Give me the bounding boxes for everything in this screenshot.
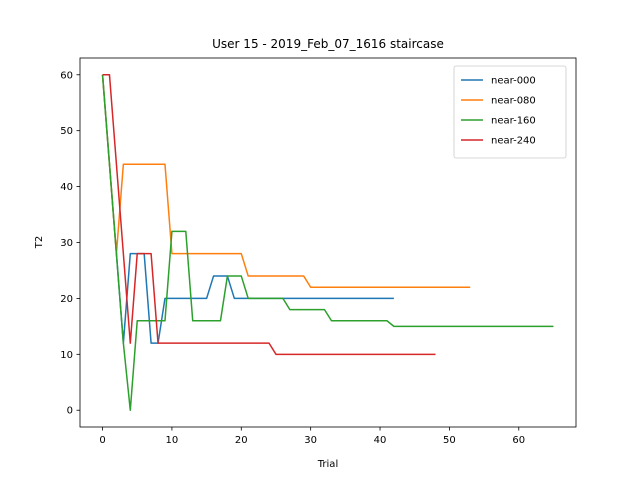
- x-axis: 0 10 20 30 40 50 60: [99, 427, 525, 446]
- chart-title: User 15 - 2019_Feb_07_1616 staircase: [212, 37, 444, 51]
- legend: near-000 near-080 near-160 near-240: [453, 65, 567, 159]
- x-tick-label: 50: [443, 435, 456, 446]
- legend-label: near-080: [491, 96, 536, 107]
- series-line-near-160: [101, 74, 554, 411]
- legend-label: near-240: [491, 136, 536, 147]
- legend-label: near-160: [491, 116, 536, 127]
- y-tick-label: 30: [60, 238, 73, 249]
- x-tick-label: 30: [304, 435, 317, 446]
- y-tick-label: 50: [60, 126, 73, 137]
- series-line-near-240: [102, 74, 436, 356]
- y-tick-label: 10: [60, 350, 73, 361]
- x-tick-label: 20: [235, 435, 248, 446]
- x-tick-label: 0: [99, 435, 105, 446]
- y-axis-label: T2: [34, 236, 45, 249]
- legend-label: near-000: [491, 76, 536, 87]
- y-tick-label: 60: [60, 70, 73, 81]
- x-tick-label: 60: [512, 435, 525, 446]
- x-tick-label: 40: [374, 435, 387, 446]
- y-tick-label: 20: [60, 294, 73, 305]
- y-tick-label: 0: [67, 406, 73, 417]
- series-line-near-080: [101, 74, 471, 288]
- legend-frame: [453, 65, 567, 159]
- x-axis-label: Trial: [317, 459, 338, 470]
- y-tick-label: 40: [60, 182, 73, 193]
- series-layer: [101, 74, 554, 411]
- y-axis: 0 10 20 30 40 50 60: [60, 70, 80, 417]
- x-tick-label: 10: [166, 435, 179, 446]
